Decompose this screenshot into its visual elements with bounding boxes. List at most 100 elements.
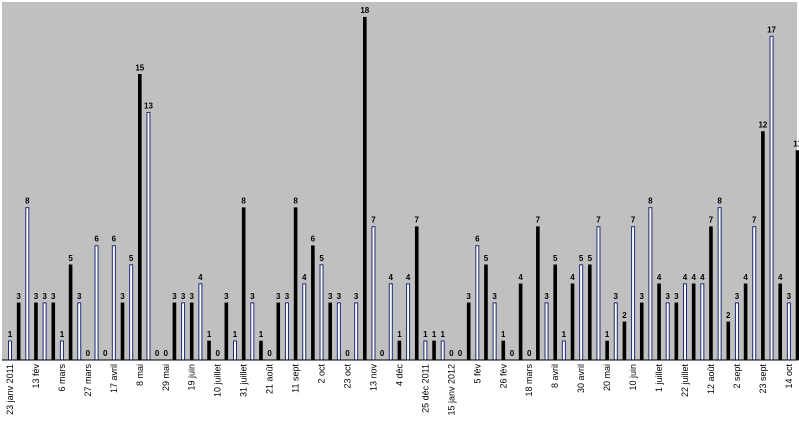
data-label-23: 1: [207, 330, 212, 339]
bar-76: [665, 302, 670, 361]
bar-15: [138, 74, 142, 361]
bar-10: [94, 245, 99, 361]
data-label-67: 5: [588, 254, 593, 263]
bar-67: [588, 264, 592, 361]
bar-40: [354, 302, 359, 361]
data-label-75: 4: [657, 273, 662, 282]
data-label-88: 17: [767, 25, 776, 34]
data-label-10: 6: [94, 235, 99, 244]
data-label-84: 3: [735, 292, 740, 301]
bar-1: [16, 302, 21, 361]
data-label-19: 3: [172, 292, 177, 301]
x-tick-labels-group: 23 janv 2011 13 fév 6 mars 27 mars 17 avril 8…: [5, 364, 794, 416]
data-label-47: 7: [415, 216, 420, 225]
data-label-50: 1: [440, 330, 445, 339]
bar-73: [639, 302, 644, 361]
bar-12: [111, 245, 116, 361]
bar-80: [700, 283, 705, 361]
bar-31: [276, 302, 281, 361]
data-label-74: 8: [648, 197, 653, 206]
data-label-1: 3: [16, 292, 21, 301]
bar-49: [432, 340, 436, 361]
bar-64: [561, 340, 566, 361]
bar-79: [691, 283, 696, 361]
x-tick-label-15: 4 déc: [394, 364, 404, 387]
data-label-11: 0: [103, 349, 108, 358]
bar-19: [172, 302, 177, 361]
data-label-40: 3: [354, 292, 359, 301]
data-label-60: 0: [527, 349, 532, 358]
x-tick-label-22: 30 avril: [576, 364, 586, 393]
data-label-69: 1: [605, 330, 610, 339]
x-tick-label-19: 26 fév: [498, 364, 508, 389]
bar-27: [241, 207, 246, 361]
bar-42: [371, 226, 376, 361]
x-tick-label-6: 29 mai: [161, 364, 171, 391]
x-tick-label-11: 11 sept: [291, 364, 301, 393]
bar-69: [605, 340, 609, 361]
bar-23: [207, 340, 211, 361]
data-label-36: 5: [319, 254, 324, 263]
data-label-24: 0: [215, 349, 220, 358]
bar-83: [726, 321, 731, 361]
data-label-27: 8: [241, 197, 246, 206]
x-tick-label-7: 19 juin: [187, 364, 197, 391]
bar-33: [293, 207, 298, 361]
x-tick-label-3: 27 mars: [83, 364, 93, 397]
bar-28: [250, 302, 255, 361]
bar-48: [423, 340, 428, 361]
data-label-80: 4: [700, 273, 705, 282]
data-label-6: 1: [60, 330, 65, 339]
data-label-39: 0: [345, 349, 350, 358]
bar-53: [466, 302, 471, 361]
data-label-3: 3: [34, 292, 39, 301]
x-tick-label-17: 15 janv 2012: [446, 364, 456, 416]
data-label-55: 5: [484, 254, 489, 263]
data-label-81: 7: [709, 216, 714, 225]
data-label-59: 4: [518, 273, 523, 282]
data-label-35: 6: [311, 235, 316, 244]
bar-78: [683, 283, 688, 361]
bar-25: [224, 302, 229, 361]
bar-5: [51, 302, 56, 361]
data-label-54: 6: [475, 235, 480, 244]
bar-21: [189, 302, 194, 361]
bar-41: [363, 16, 367, 361]
data-label-78: 4: [683, 273, 688, 282]
data-label-38: 3: [337, 292, 342, 301]
data-label-33: 8: [293, 197, 298, 206]
bar-90: [786, 302, 791, 361]
bar-36: [319, 264, 324, 361]
data-label-56: 3: [492, 292, 497, 301]
data-label-12: 6: [112, 235, 117, 244]
x-tick-label-30: 14 oct: [784, 364, 794, 389]
data-label-76: 3: [665, 292, 670, 301]
data-label-90: 3: [787, 292, 792, 301]
data-label-71: 2: [622, 311, 627, 320]
x-tick-label-21: 8 avril: [550, 364, 560, 388]
bar-65: [570, 283, 575, 361]
data-label-37: 3: [328, 292, 333, 301]
x-tick-label-28: 2 sept: [732, 364, 742, 389]
x-tick-label-27: 12 août: [706, 364, 716, 395]
data-label-70: 3: [614, 292, 619, 301]
bar-61: [536, 226, 540, 361]
bar-32: [284, 302, 289, 361]
data-label-79: 4: [691, 273, 696, 282]
bar-82: [717, 207, 722, 361]
x-tick-label-14: 13 nov: [368, 364, 378, 392]
bar-16: [146, 111, 151, 361]
data-label-45: 1: [397, 330, 402, 339]
bar-46: [406, 283, 411, 361]
x-tick-label-0: 23 janv 2011: [5, 364, 15, 415]
data-label-48: 1: [423, 330, 428, 339]
bar-84: [734, 302, 739, 361]
data-label-5: 3: [51, 292, 56, 301]
data-label-46: 4: [406, 273, 411, 282]
bar-68: [596, 226, 601, 361]
bar-72: [631, 226, 636, 361]
data-label-41: 18: [360, 6, 369, 15]
data-label-25: 3: [224, 292, 229, 301]
x-tick-label-10: 21 août: [265, 364, 275, 395]
